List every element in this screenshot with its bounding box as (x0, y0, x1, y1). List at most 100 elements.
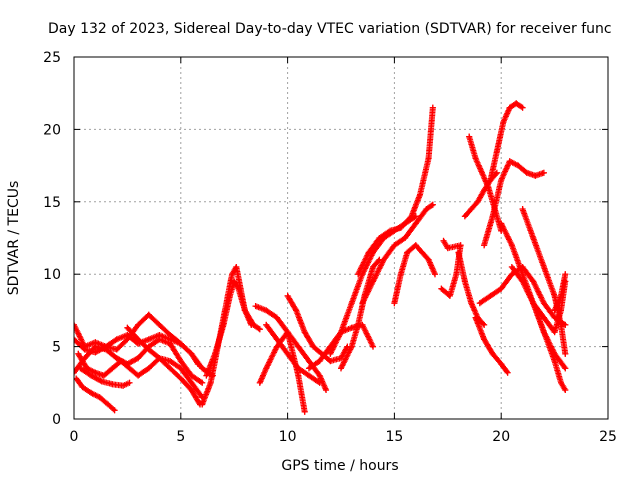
data-point (120, 382, 127, 389)
data-point (199, 365, 206, 372)
data-point (96, 394, 103, 401)
data-point (558, 292, 565, 299)
data-point (562, 350, 569, 357)
data-point (532, 172, 539, 179)
data-point (135, 321, 142, 328)
data-point (444, 245, 451, 252)
data-point (365, 249, 372, 256)
data-point (250, 321, 257, 328)
y-tick-label: 20 (43, 122, 61, 138)
data-point (226, 292, 233, 299)
data-point (562, 271, 569, 278)
series-track-7 (124, 324, 204, 408)
y-tick-label: 25 (43, 50, 61, 66)
data-point (295, 343, 302, 350)
data-point (241, 307, 248, 314)
data-point (468, 206, 475, 213)
data-point (513, 100, 520, 107)
data-point (425, 155, 432, 162)
data-point (348, 343, 355, 350)
data-point (540, 169, 547, 176)
data-point (135, 355, 142, 362)
data-point (263, 321, 270, 328)
data-point (478, 169, 485, 176)
data-point (498, 177, 505, 184)
data-point (293, 307, 300, 314)
data-point (423, 206, 430, 213)
data-point (425, 256, 432, 263)
data-point (126, 379, 133, 386)
data-point (233, 263, 240, 270)
data-point (98, 378, 105, 385)
data-point (446, 292, 453, 299)
series-track-5 (74, 375, 118, 414)
data-point (305, 358, 312, 365)
y-tick-label: 10 (43, 267, 61, 283)
data-point (113, 346, 120, 353)
data-point (92, 369, 99, 376)
data-point (506, 104, 513, 111)
data-point (355, 271, 362, 278)
plot-frame (73, 56, 609, 420)
data-point (88, 389, 95, 396)
data-point (461, 278, 468, 285)
data-point (408, 213, 415, 220)
x-tick-label: 10 (279, 429, 297, 445)
data-point (177, 375, 184, 382)
data-point (263, 307, 270, 314)
x-tick-label: 15 (385, 429, 403, 445)
data-point (562, 387, 569, 394)
data-point (438, 285, 445, 292)
data-point (145, 336, 152, 343)
x-tick-label: 20 (492, 429, 510, 445)
series-track-31 (551, 271, 569, 314)
data-point (92, 349, 99, 356)
data-point (487, 292, 494, 299)
data-point (316, 358, 323, 365)
series-track-23 (472, 314, 511, 376)
data-point (504, 369, 511, 376)
data-point (188, 379, 195, 386)
data-point (338, 329, 344, 336)
data-point (327, 358, 334, 365)
data-point (489, 213, 496, 220)
data-point (519, 278, 526, 285)
data-point (177, 365, 184, 372)
data-point (327, 350, 334, 357)
data-point (440, 237, 447, 244)
data-point (523, 169, 530, 176)
data-point (74, 369, 77, 376)
series-track-24 (487, 100, 526, 184)
data-point (412, 220, 419, 227)
data-point (77, 365, 84, 372)
data-point (387, 227, 394, 234)
data-point (551, 292, 558, 299)
data-point (338, 365, 344, 372)
data-point (487, 177, 494, 184)
data-point (145, 311, 152, 318)
data-point (167, 358, 174, 365)
data-point (519, 206, 526, 213)
data-point (355, 321, 362, 328)
data-point (508, 242, 515, 249)
data-point (493, 148, 500, 155)
data-point (515, 162, 522, 169)
data-point (391, 242, 398, 249)
data-point (167, 365, 174, 372)
data-point (305, 365, 312, 372)
data-point (316, 372, 323, 379)
data-point (207, 379, 214, 386)
data-point (489, 350, 496, 357)
data-point (453, 271, 460, 278)
data-point (508, 263, 515, 270)
data-point (111, 407, 118, 414)
data-point (113, 355, 120, 362)
data-point (284, 329, 291, 336)
data-point (498, 360, 505, 367)
data-point (295, 372, 302, 379)
data-point (273, 314, 280, 321)
series-track-6 (77, 365, 133, 389)
data-point (481, 242, 488, 249)
data-point (481, 321, 488, 328)
